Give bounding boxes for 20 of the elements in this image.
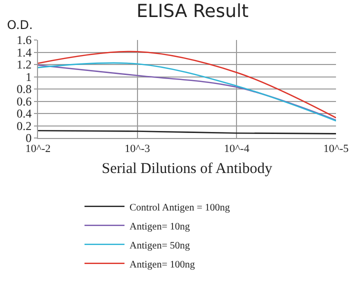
x-tick-label: 10^-5 (323, 143, 350, 156)
y-tick-label: 1.6 (16, 33, 32, 48)
y-tick-label: 0 (26, 131, 32, 146)
y-tick-label: 0.8 (16, 82, 32, 96)
y-axis-title: O.D. (7, 18, 33, 32)
x-tick-label: 10^-2 (25, 143, 51, 156)
legend-label: Antigen= 50ng (130, 240, 190, 252)
y-tick-label: 1 (26, 70, 32, 84)
x-axis-title: Serial Dilutions of Antibody (102, 161, 273, 178)
x-tick-label: 10^-3 (124, 143, 150, 156)
legend-label: Antigen= 100ng (130, 259, 195, 270)
y-tick-label: 0.4 (16, 106, 32, 121)
y-tick-label: 1.2 (16, 58, 32, 72)
legend-label: Antigen= 10ng (130, 221, 190, 232)
x-tick-label: 10^-4 (224, 143, 250, 156)
legend-label: Control Antigen = 100ng (130, 202, 230, 214)
y-tick-label: 1.4 (16, 45, 32, 60)
y-tick-label: 0.6 (16, 94, 32, 108)
y-tick-label: 0.2 (16, 118, 32, 133)
chart-title: ELISA Result (136, 0, 249, 22)
